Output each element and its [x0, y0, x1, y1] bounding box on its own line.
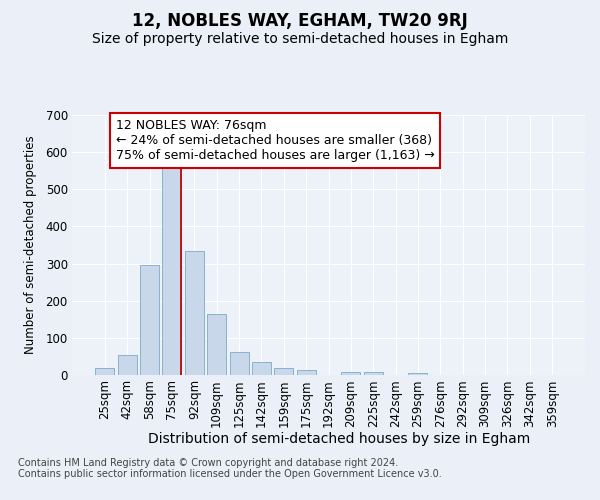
Bar — [163, 164, 181, 375]
Bar — [296, 370, 316, 375]
Bar — [341, 372, 361, 375]
Bar — [364, 372, 383, 375]
Text: 12 NOBLES WAY: 76sqm
← 24% of semi-detached houses are smaller (368)
75% of semi: 12 NOBLES WAY: 76sqm ← 24% of semi-detac… — [116, 119, 434, 162]
Bar — [409, 373, 427, 375]
Bar — [274, 368, 293, 375]
Bar — [95, 368, 115, 375]
Bar — [207, 314, 226, 375]
Text: Size of property relative to semi-detached houses in Egham: Size of property relative to semi-detach… — [92, 32, 508, 46]
Y-axis label: Number of semi-detached properties: Number of semi-detached properties — [24, 136, 37, 354]
Bar — [118, 354, 137, 375]
Text: Contains HM Land Registry data © Crown copyright and database right 2024.
Contai: Contains HM Land Registry data © Crown c… — [18, 458, 442, 479]
Bar — [140, 266, 159, 375]
Bar — [230, 352, 248, 375]
Bar — [252, 362, 271, 375]
Bar — [185, 250, 204, 375]
Text: 12, NOBLES WAY, EGHAM, TW20 9RJ: 12, NOBLES WAY, EGHAM, TW20 9RJ — [132, 12, 468, 30]
Text: Distribution of semi-detached houses by size in Egham: Distribution of semi-detached houses by … — [148, 432, 530, 446]
